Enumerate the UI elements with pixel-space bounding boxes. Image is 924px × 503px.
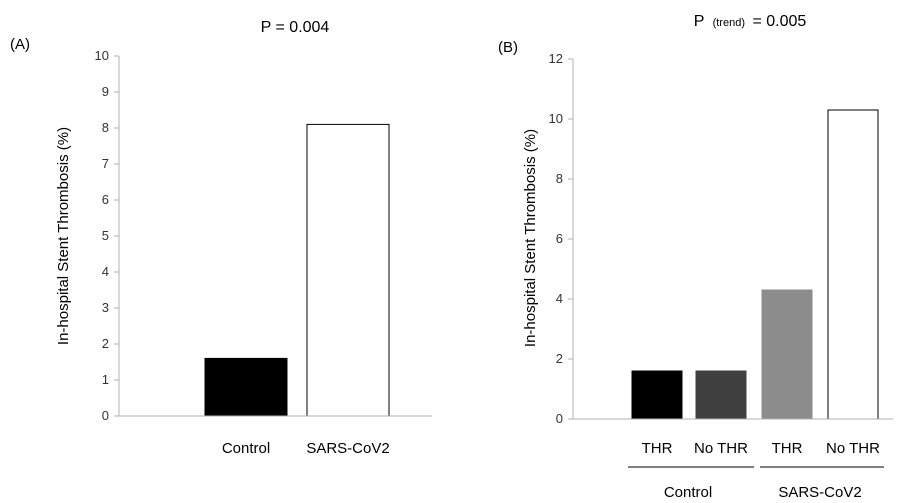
y-tick-label: 0 — [556, 411, 563, 426]
y-tick-label: 3 — [102, 300, 109, 315]
panel-a-bars — [204, 123, 390, 417]
y-tick-label: 9 — [102, 84, 109, 99]
panel-a-y-ticks: 0 1 2 3 4 5 6 7 8 9 10 — [95, 48, 119, 423]
panel-b-title: P (trend) = 0.005 — [694, 13, 807, 30]
group-label: Control — [664, 484, 712, 501]
y-tick-label: 8 — [102, 120, 109, 135]
y-tick-label: 5 — [102, 228, 109, 243]
panel-b-title-prefix: P — [694, 13, 704, 30]
y-tick-label: 0 — [102, 408, 109, 423]
y-tick-label: 6 — [102, 192, 109, 207]
bar — [761, 289, 813, 420]
y-tick-label: 4 — [102, 264, 109, 279]
y-tick-label: 12 — [549, 51, 563, 66]
panel-b-title-suffix: = 0.005 — [752, 13, 806, 30]
chart-panel-a: (A) P = 0.004 In-hospital Stent Thrombos… — [10, 19, 432, 457]
category-label: THR — [642, 440, 673, 457]
panel-b-y-ticks: 0 2 4 6 8 10 12 — [549, 51, 573, 426]
panel-a-label: (A) — [10, 36, 30, 53]
panel-b-group-labels: Control SARS-CoV2 — [628, 466, 884, 501]
panel-a-category-labels: Control SARS-CoV2 — [222, 440, 390, 457]
group-label: SARS-CoV2 — [778, 484, 861, 501]
panel-a-title: P = 0.004 — [261, 19, 330, 36]
chart-panel-b: (B) P (trend) = 0.005 In-hospital Stent … — [498, 13, 893, 501]
y-tick-label: 2 — [556, 351, 563, 366]
category-label: SARS-CoV2 — [306, 440, 389, 457]
bar — [695, 370, 747, 420]
panel-b-y-axis-label: In-hospital Stent Thrombosis (%) — [522, 129, 539, 347]
bar — [827, 109, 879, 420]
bar — [204, 357, 288, 417]
y-tick-label: 10 — [95, 48, 109, 63]
y-tick-label: 2 — [102, 336, 109, 351]
category-label: Control — [222, 440, 270, 457]
category-label: No THR — [694, 440, 748, 457]
panel-b-label: (B) — [498, 39, 518, 56]
y-tick-label: 6 — [556, 231, 563, 246]
category-label: No THR — [826, 440, 880, 457]
panel-a-y-axis-label: In-hospital Stent Thrombosis (%) — [55, 127, 72, 345]
category-label: THR — [772, 440, 803, 457]
bar — [306, 123, 390, 417]
y-tick-label: 10 — [549, 111, 563, 126]
bar — [631, 370, 683, 420]
y-tick-label: 4 — [556, 291, 563, 306]
y-tick-label: 1 — [102, 372, 109, 387]
panel-b-category-labels: THR No THR THR No THR — [642, 440, 881, 457]
panel-b-bars — [631, 109, 879, 420]
y-tick-label: 8 — [556, 171, 563, 186]
y-tick-label: 7 — [102, 156, 109, 171]
panel-b-title-subscript: (trend) — [713, 17, 745, 29]
